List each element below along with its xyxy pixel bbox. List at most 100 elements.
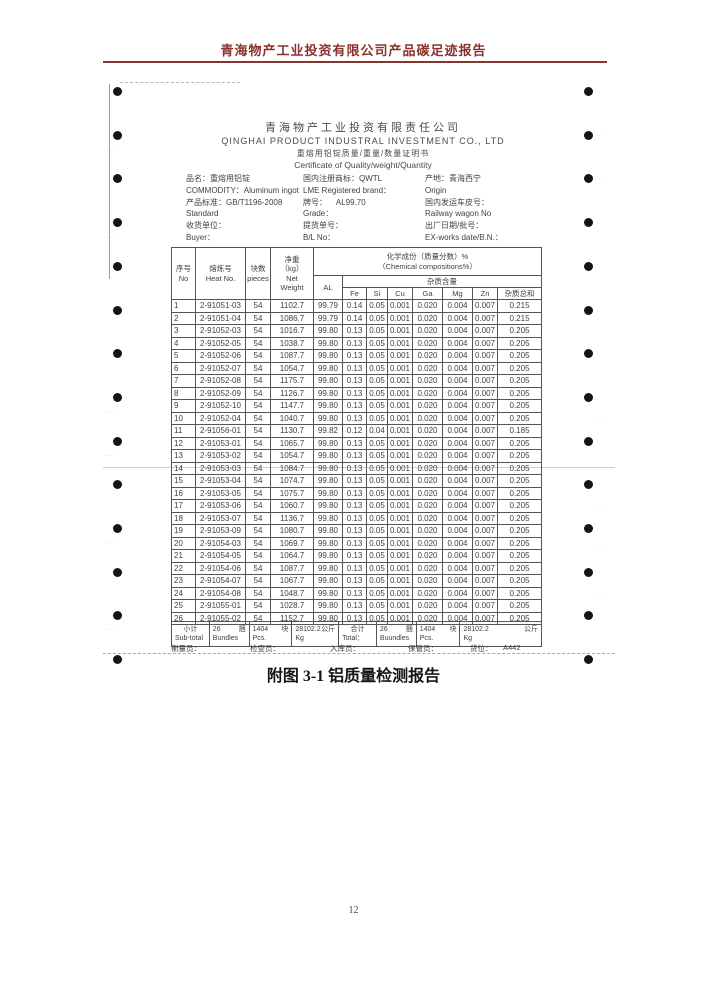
table-cell: 0.05 bbox=[366, 449, 388, 463]
table-row: 22 2-91054-06 54 1087.7 99.80 0.13 0.05 0.001 0.… bbox=[171, 561, 543, 575]
feed-hole bbox=[113, 480, 122, 490]
table-cell: 0.001 bbox=[387, 374, 413, 388]
feed-hole bbox=[584, 349, 593, 359]
scan-edge-mark: ···· bbox=[104, 235, 115, 241]
table-cell: 0.001 bbox=[387, 299, 413, 313]
info-column-origin: 产地：青海西宁 Origin 国内发运车皮号： Railway wagon No 出厂日… bbox=[425, 173, 503, 244]
totals-label-en: Buundles bbox=[379, 635, 410, 642]
table-cell: 0.007 bbox=[472, 311, 498, 325]
table-cell: 99.80 bbox=[313, 411, 343, 425]
table-cell: 0.004 bbox=[442, 299, 473, 313]
table-cell: 1087.7 bbox=[270, 561, 314, 575]
table-cell: 54 bbox=[245, 349, 271, 363]
table-row: 8 2-91052-09 54 1126.7 99.80 0.13 0.05 0.001 0.0… bbox=[171, 386, 543, 400]
table-row: 4 2-91052-05 54 1038.7 99.80 0.13 0.05 0.001 0.0… bbox=[171, 336, 543, 350]
scan-edge-mark: ···· bbox=[596, 176, 607, 182]
table-cell: 54 bbox=[245, 386, 271, 400]
table-cell: 0.007 bbox=[472, 461, 498, 475]
table-cell: 2-91051-04 bbox=[195, 311, 246, 325]
table-cell: 99.79 bbox=[313, 299, 343, 313]
table-cell: 0.007 bbox=[472, 449, 498, 463]
table-row: 9 2-91052-10 54 1147.7 99.80 0.13 0.05 0.001 0.0… bbox=[171, 399, 543, 413]
table-cell: 0.007 bbox=[472, 386, 498, 400]
feed-hole bbox=[113, 436, 122, 446]
table-cell: 2-91054-07 bbox=[195, 574, 246, 588]
table-cell: 0.020 bbox=[412, 386, 443, 400]
feed-hole bbox=[584, 611, 593, 621]
totals-label-en: Kg bbox=[295, 635, 304, 642]
table-cell: 0.007 bbox=[472, 399, 498, 413]
table-cell: 0.205 bbox=[496, 374, 543, 388]
table-cell: 0.004 bbox=[442, 511, 473, 525]
perforation-line-bottom bbox=[103, 653, 615, 654]
table-cell: 0.001 bbox=[387, 461, 413, 475]
table-cell: 0.001 bbox=[387, 349, 413, 363]
table-cell: 99.80 bbox=[313, 524, 343, 538]
table-cell: 54 bbox=[245, 561, 271, 575]
table-cell: 0.13 bbox=[342, 386, 367, 400]
col-header-impurity: 杂质含量 bbox=[341, 275, 543, 288]
table-cell: 99.80 bbox=[313, 436, 343, 450]
table-cell: 0.13 bbox=[342, 574, 367, 588]
staff-label: 衡量员： bbox=[171, 644, 201, 653]
table-cell: 0.05 bbox=[366, 311, 388, 325]
table-cell: 2-91054-03 bbox=[195, 536, 246, 550]
col-header-pieces: 块数 pieces bbox=[245, 247, 271, 300]
table-cell: 54 bbox=[245, 436, 271, 450]
table-cell: 1102.7 bbox=[270, 299, 314, 313]
table-cell: 0.007 bbox=[472, 349, 498, 363]
info-line: 提货单号： bbox=[303, 221, 343, 231]
table-cell: 0.020 bbox=[412, 549, 443, 563]
table-cell: 0.001 bbox=[387, 549, 413, 563]
table-cell: 54 bbox=[245, 361, 271, 375]
table-cell: 99.80 bbox=[313, 374, 343, 388]
table-cell: 0.13 bbox=[342, 561, 367, 575]
table-cell: 0.001 bbox=[387, 399, 413, 413]
scan-edge-mark: ···· bbox=[596, 133, 607, 139]
table-cell: 5 bbox=[171, 349, 196, 363]
table-cell: 12 bbox=[171, 436, 196, 450]
table-cell: 0.205 bbox=[496, 536, 543, 550]
totals-label-en: Sub-total bbox=[175, 635, 204, 642]
table-cell: 0.205 bbox=[496, 336, 543, 350]
table-cell: 54 bbox=[245, 411, 271, 425]
table-cell: 0.007 bbox=[472, 324, 498, 338]
feed-hole bbox=[113, 611, 122, 621]
table-cell: 2-91052-09 bbox=[195, 386, 246, 400]
table-cell: 2 bbox=[171, 311, 196, 325]
table-cell: 0.020 bbox=[412, 361, 443, 375]
table-cell: 2-91052-07 bbox=[195, 361, 246, 375]
table-cell: 2-91052-04 bbox=[195, 411, 246, 425]
table-cell: 0.007 bbox=[472, 561, 498, 575]
col-header-zn: Zn bbox=[472, 287, 498, 300]
table-cell: 99.80 bbox=[313, 349, 343, 363]
table-cell: 0.020 bbox=[412, 399, 443, 413]
table-row: 7 2-91052-08 54 1175.7 99.80 0.13 0.05 0.001 0.0… bbox=[171, 374, 543, 388]
table-cell: 0.05 bbox=[366, 436, 388, 450]
table-cell: 8 bbox=[171, 386, 196, 400]
table-cell: 0.020 bbox=[412, 486, 443, 500]
feed-hole bbox=[113, 218, 122, 228]
table-cell: 0.004 bbox=[442, 524, 473, 538]
table-cell: 0.05 bbox=[366, 586, 388, 600]
col-header-si: Si bbox=[366, 287, 388, 300]
table-cell: 0.05 bbox=[366, 461, 388, 475]
table-cell: 54 bbox=[245, 586, 271, 600]
scan-artifact-dash bbox=[120, 82, 240, 83]
table-cell: 0.007 bbox=[472, 436, 498, 450]
table-cell: 99.80 bbox=[313, 574, 343, 588]
feed-hole bbox=[113, 87, 122, 96]
table-cell: 54 bbox=[245, 524, 271, 538]
table-cell: 0.205 bbox=[496, 561, 543, 575]
table-cell: 0.020 bbox=[412, 374, 443, 388]
table-cell: 54 bbox=[245, 486, 271, 500]
table-cell: 0.007 bbox=[472, 511, 498, 525]
feed-hole bbox=[113, 130, 122, 140]
table-cell: 0.14 bbox=[342, 311, 367, 325]
table-cell: 99.80 bbox=[313, 324, 343, 338]
table-cell: 0.001 bbox=[387, 561, 413, 575]
table-cell: 99.80 bbox=[313, 586, 343, 600]
table-row: 23 2-91054-07 54 1067.7 99.80 0.13 0.05 0.001 0.… bbox=[171, 574, 543, 588]
table-cell: 0.05 bbox=[366, 386, 388, 400]
